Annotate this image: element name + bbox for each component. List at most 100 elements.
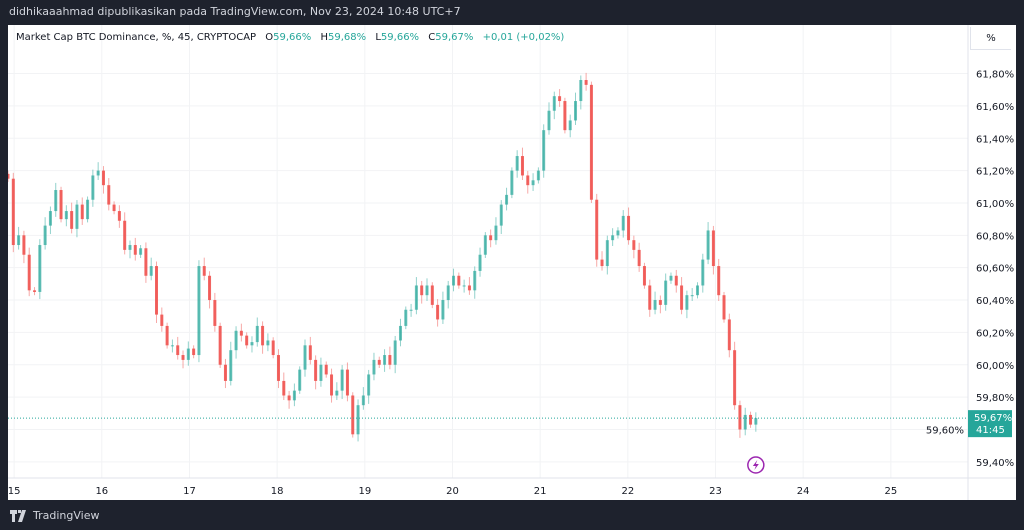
- candle-body: [398, 325, 402, 341]
- candle-body: [414, 285, 418, 310]
- candle: [658, 295, 662, 314]
- candle-body: [255, 325, 259, 343]
- low-label: L: [375, 32, 381, 43]
- candle: [298, 366, 302, 394]
- candle: [276, 349, 280, 389]
- candle-body: [462, 285, 466, 287]
- candle: [356, 399, 360, 442]
- candle: [271, 337, 275, 359]
- candle-body: [308, 345, 312, 360]
- candle-body: [149, 266, 153, 276]
- candles: [8, 72, 758, 442]
- candle: [536, 167, 540, 184]
- lightning-icon[interactable]: [747, 456, 765, 474]
- percent-scale-button[interactable]: %: [970, 27, 1011, 50]
- candle: [33, 287, 37, 296]
- price-tick-label: 60,60%: [976, 264, 1014, 275]
- candle-body: [377, 359, 381, 365]
- candle: [552, 91, 556, 120]
- candle: [738, 400, 742, 438]
- high-label: H: [320, 32, 329, 43]
- candle-body: [202, 266, 206, 276]
- candlestick-chart[interactable]: 59,40% 59,60% 59,80% 60,00% 60,20% 60,40% 60,6…: [8, 25, 1016, 500]
- candle-body: [86, 199, 90, 220]
- candle: [149, 257, 153, 281]
- candle-body: [218, 325, 222, 365]
- candle: [255, 317, 259, 347]
- candle-body: [229, 350, 233, 381]
- candle: [589, 81, 593, 203]
- last-price-value: 59,67%: [974, 413, 1012, 424]
- candle-body: [245, 335, 249, 346]
- candle-body: [695, 285, 699, 296]
- candle-body: [494, 225, 498, 241]
- candle: [340, 365, 344, 400]
- candle-body: [314, 359, 318, 381]
- candle: [8, 170, 10, 182]
- candle: [462, 279, 466, 293]
- candle-body: [738, 405, 742, 430]
- candle-body: [197, 266, 201, 356]
- candle: [467, 277, 471, 295]
- candle-body: [128, 245, 132, 250]
- candle: [404, 306, 408, 330]
- candle: [319, 357, 323, 387]
- low-value: 59,66%: [380, 32, 420, 43]
- candle-body: [669, 275, 673, 281]
- candle: [345, 362, 349, 402]
- candle-body: [54, 190, 58, 212]
- candle-body: [8, 173, 10, 179]
- candle: [303, 339, 307, 377]
- candle-body: [621, 215, 625, 231]
- candle: [314, 355, 318, 390]
- candle: [743, 407, 747, 436]
- price-tick-label: 60,40%: [976, 296, 1014, 307]
- candle-body: [589, 84, 593, 200]
- candle-body: [287, 395, 291, 401]
- candle: [101, 166, 105, 194]
- candle-body: [483, 235, 487, 255]
- candle: [600, 251, 604, 271]
- candle: [754, 412, 758, 432]
- candle-body: [17, 235, 21, 246]
- candle: [292, 383, 296, 407]
- candle-body: [266, 340, 270, 346]
- candle: [75, 200, 79, 238]
- candle: [452, 268, 456, 292]
- candle-body: [510, 170, 514, 195]
- candle: [324, 361, 328, 378]
- candle-body: [75, 204, 79, 229]
- candle: [17, 226, 21, 250]
- candle: [398, 318, 402, 347]
- candle: [430, 282, 434, 309]
- candle: [409, 303, 413, 317]
- symbol-name[interactable]: Market Cap BTC Dominance, %, 45, CRYPTOC…: [16, 32, 257, 43]
- candle: [473, 266, 477, 299]
- candle-body: [43, 225, 47, 246]
- time-tick-label: 23: [709, 486, 722, 497]
- candle: [616, 227, 620, 239]
- candle-body: [160, 314, 164, 326]
- candle: [547, 102, 551, 135]
- candle-body: [213, 300, 217, 326]
- candle-body: [722, 295, 726, 320]
- candle: [229, 341, 233, 386]
- candle: [584, 72, 588, 91]
- last-price-badge[interactable]: [968, 410, 1012, 438]
- candle: [335, 382, 339, 401]
- candle-body: [743, 414, 747, 430]
- chart-panel[interactable]: 59,40% 59,60% 59,80% 60,00% 60,20% 60,40% 60,6…: [8, 25, 1016, 500]
- tradingview-logo-icon: [10, 509, 26, 522]
- price-tick-label: 61,20%: [976, 167, 1014, 178]
- candle: [38, 239, 42, 300]
- candle: [457, 272, 461, 289]
- candle-body: [208, 275, 212, 301]
- candle: [695, 282, 699, 299]
- candle: [749, 411, 753, 428]
- candle-body: [372, 359, 376, 375]
- candle-body: [457, 275, 461, 286]
- candle-body: [181, 355, 185, 360]
- candle-body: [117, 211, 121, 221]
- candle-body: [356, 405, 360, 435]
- publication-attribution: didhikaaahmad dipublikasikan pada Tradin…: [9, 5, 461, 18]
